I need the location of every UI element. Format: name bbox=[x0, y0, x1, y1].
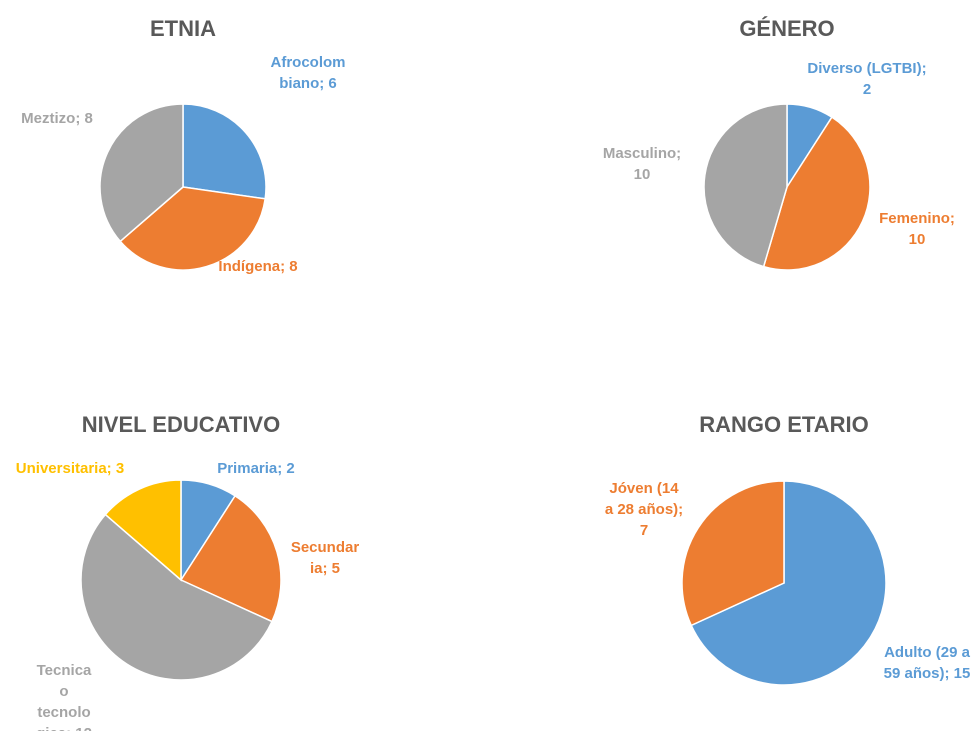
data-label: Meztizo; 8 bbox=[21, 110, 93, 127]
pie-slice bbox=[119, 186, 267, 271]
pie-slice bbox=[99, 103, 184, 243]
pie-slice bbox=[80, 513, 273, 681]
pie-slice bbox=[179, 494, 282, 623]
pie-slice bbox=[681, 480, 785, 627]
data-label: Afrocolombiano; 6 bbox=[270, 54, 346, 92]
data-label: Diverso (LGTBI); 2 bbox=[807, 60, 927, 98]
data-label: Secundaria; 5 bbox=[290, 539, 360, 577]
data-label: Universitaria; 3 bbox=[15, 460, 125, 477]
pie-slice bbox=[762, 116, 871, 271]
data-label: Tecnica o tecnologica: 12 bbox=[36, 662, 92, 731]
data-label: Indígena; 8 bbox=[218, 258, 298, 275]
chart-title: GÉNERO bbox=[739, 16, 835, 41]
pie-slice bbox=[182, 103, 267, 200]
data-label: Adulto (29 a 59 años); 15 bbox=[883, 644, 971, 682]
data-label: Primaria; 2 bbox=[217, 460, 295, 477]
pie-slice bbox=[703, 103, 788, 268]
data-label: Femenino; 10 bbox=[879, 210, 955, 248]
chart-title: NIVEL EDUCATIVO bbox=[81, 412, 281, 437]
data-label: Jóven (14 a 28 años); 7 bbox=[604, 480, 684, 539]
pie-slice bbox=[690, 480, 887, 686]
chart-title: RANGO ETARIO bbox=[699, 412, 869, 437]
data-label: Masculino; 10 bbox=[602, 145, 682, 183]
pie-slice bbox=[104, 479, 182, 582]
chart-title: ETNIA bbox=[150, 16, 216, 41]
